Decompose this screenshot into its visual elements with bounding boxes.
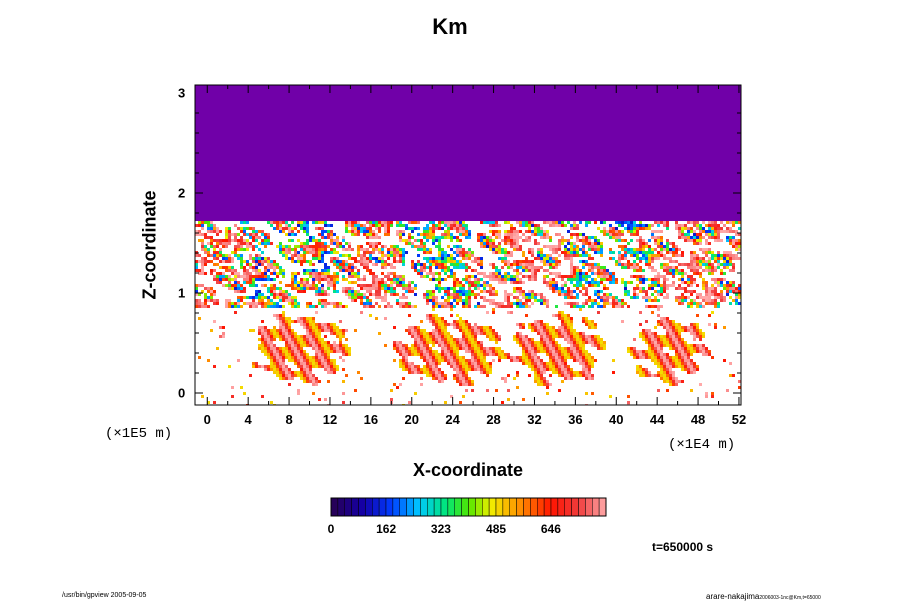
x-axis-label: X-coordinate (0, 460, 900, 481)
colorbar-cell (427, 498, 434, 516)
x-tick-label: 32 (527, 412, 541, 427)
colorbar-cell (414, 498, 421, 516)
colorbar-cell (592, 498, 599, 516)
x-tick-label: 48 (691, 412, 705, 427)
colorbar-cell (393, 498, 400, 516)
x-tick-label: 40 (609, 412, 623, 427)
footer-right-sub: 2006003-1nc@Km,t=65000 (759, 595, 820, 601)
colorbar-cell (530, 498, 537, 516)
colorbar-cell (482, 498, 489, 516)
colorbar-cell (441, 498, 448, 516)
x-scale-note: (×1E4 m) (668, 437, 735, 453)
colorbar-cell (585, 498, 592, 516)
x-tick-label: 16 (364, 412, 378, 427)
colorbar-cell (365, 498, 372, 516)
uniform-top-region (195, 85, 741, 221)
colorbar-tick-label: 162 (376, 522, 396, 536)
colorbar-cell (537, 498, 544, 516)
colorbar-tick-label: 323 (431, 522, 451, 536)
colorbar-cell (448, 498, 455, 516)
colorbar-cell (469, 498, 476, 516)
colorbar-cell (524, 498, 531, 516)
y-tick-label: 0 (178, 386, 185, 401)
colorbar-cell (331, 498, 338, 516)
y-tick-label: 2 (178, 186, 185, 201)
colorbar-cell (379, 498, 386, 516)
colorbar-cell (544, 498, 551, 516)
y-tick-label: 3 (178, 86, 185, 101)
y-tick-label: 1 (178, 286, 185, 301)
colorbar-cell (599, 498, 606, 516)
x-tick-label: 36 (568, 412, 582, 427)
plot-area (195, 85, 741, 407)
colorbar-cell (407, 498, 414, 516)
colorbar-cell (420, 498, 427, 516)
colorbar-tick-label: 0 (328, 522, 335, 536)
x-tick-label: 0 (204, 412, 211, 427)
colorbar-cell (372, 498, 379, 516)
x-tick-label: 4 (245, 412, 252, 427)
colorbar-cell (352, 498, 359, 516)
y-scale-note: (×1E5 m) (105, 426, 172, 442)
heatmap-field (195, 221, 741, 407)
x-tick-label: 44 (650, 412, 664, 427)
colorbar-cell (359, 498, 366, 516)
colorbar-tick-label: 485 (486, 522, 506, 536)
colorbar-cell (345, 498, 352, 516)
colorbar-cell (496, 498, 503, 516)
colorbar-cell (503, 498, 510, 516)
colorbar-cell (475, 498, 482, 516)
colorbar-cell (565, 498, 572, 516)
x-tick-label: 52 (732, 412, 746, 427)
colorbar-cell (510, 498, 517, 516)
x-tick-label: 12 (323, 412, 337, 427)
colorbar-cell (434, 498, 441, 516)
colorbar-cell (551, 498, 558, 516)
colorbar-cell (400, 498, 407, 516)
x-tick-label: 8 (285, 412, 292, 427)
x-tick-label: 24 (445, 412, 459, 427)
colorbar-cell (517, 498, 524, 516)
time-annotation: t=650000 s (652, 540, 713, 554)
colorbar (331, 498, 606, 516)
colorbar-cell (489, 498, 496, 516)
colorbar-cell (572, 498, 579, 516)
colorbar-tick-label: 646 (541, 522, 561, 536)
colorbar-cell (455, 498, 462, 516)
colorbar-cell (386, 498, 393, 516)
y-axis-label: Z-coordinate (140, 190, 161, 299)
x-tick-label: 28 (486, 412, 500, 427)
colorbar-cell (338, 498, 345, 516)
footer-left: /usr/bin/gpview 2005-09-05 (62, 592, 146, 599)
x-tick-label: 20 (405, 412, 419, 427)
colorbar-cell (558, 498, 565, 516)
colorbar-cell (462, 498, 469, 516)
colorbar-cell (579, 498, 586, 516)
